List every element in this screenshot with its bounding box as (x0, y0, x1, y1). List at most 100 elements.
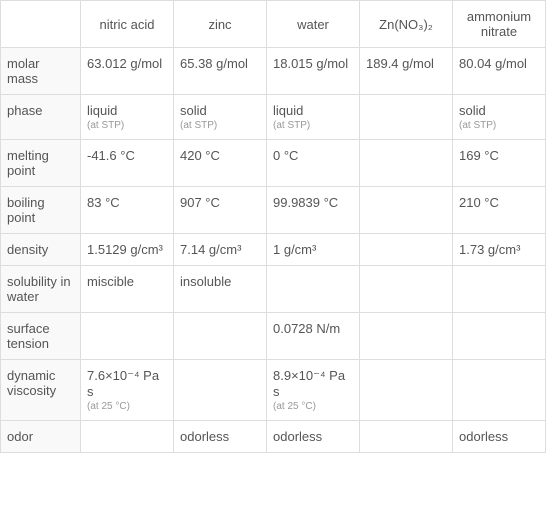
row-label: odor (1, 421, 81, 453)
cell-value: 0.0728 N/m (273, 321, 340, 336)
properties-table: nitric acid zinc water Zn(NO₃)₂ ammonium… (0, 0, 546, 453)
table-cell: 210 °C (453, 187, 546, 234)
header-zn-no3-2: Zn(NO₃)₂ (360, 1, 453, 48)
table-cell: 0 °C (267, 140, 360, 187)
cell-value: 7.14 g/cm³ (180, 242, 241, 257)
table-cell: 8.9×10⁻⁴ Pa s (at 25 °C) (267, 360, 360, 421)
cell-value: miscible (87, 274, 134, 289)
table-cell: 18.015 g/mol (267, 48, 360, 95)
cell-note: (at STP) (180, 120, 260, 131)
row-label: solubility in water (1, 266, 81, 313)
table-cell (174, 360, 267, 421)
table-cell: 169 °C (453, 140, 546, 187)
row-label: melting point (1, 140, 81, 187)
cell-value: liquid (87, 103, 117, 118)
table-row: odor odorless odorless odorless (1, 421, 546, 453)
table-row: dynamic viscosity7.6×10⁻⁴ Pa s (at 25 °C)… (1, 360, 546, 421)
table-cell: solid (at STP) (174, 95, 267, 140)
cell-value: insoluble (180, 274, 231, 289)
cell-value: 8.9×10⁻⁴ Pa s (273, 368, 345, 399)
cell-note: (at 25 °C) (87, 401, 167, 412)
table-cell (174, 313, 267, 360)
cell-value: -41.6 °C (87, 148, 135, 163)
table-cell: 1.5129 g/cm³ (81, 234, 174, 266)
cell-value: odorless (180, 429, 229, 444)
cell-value: 65.38 g/mol (180, 56, 248, 71)
table-cell: solid (at STP) (453, 95, 546, 140)
header-ammonium-nitrate: ammonium nitrate (453, 1, 546, 48)
table-cell (360, 266, 453, 313)
header-empty (1, 1, 81, 48)
table-cell (360, 360, 453, 421)
table-cell: odorless (267, 421, 360, 453)
table-cell: 83 °C (81, 187, 174, 234)
row-label: boiling point (1, 187, 81, 234)
row-label: dynamic viscosity (1, 360, 81, 421)
table-cell: liquid (at STP) (267, 95, 360, 140)
row-label: density (1, 234, 81, 266)
table-row: solubility in water miscible insoluble (1, 266, 546, 313)
table-cell (453, 360, 546, 421)
cell-value: 169 °C (459, 148, 499, 163)
table-cell: 80.04 g/mol (453, 48, 546, 95)
table-cell: odorless (453, 421, 546, 453)
table-cell: odorless (174, 421, 267, 453)
cell-value: odorless (273, 429, 322, 444)
table-cell (81, 313, 174, 360)
header-zinc: zinc (174, 1, 267, 48)
cell-note: (at STP) (273, 120, 353, 131)
cell-note: (at STP) (87, 120, 167, 131)
cell-value: 907 °C (180, 195, 220, 210)
cell-value: 63.012 g/mol (87, 56, 162, 71)
table-cell: 0.0728 N/m (267, 313, 360, 360)
table-cell: 189.4 g/mol (360, 48, 453, 95)
cell-value: 189.4 g/mol (366, 56, 434, 71)
table-row: phase liquid (at STP) solid (at STP) liquid (a… (1, 95, 546, 140)
cell-note: (at STP) (459, 120, 539, 131)
cell-value: 80.04 g/mol (459, 56, 527, 71)
cell-value: solid (459, 103, 486, 118)
table-row: melting point -41.6 °C 420 °C 0 °C 169 °C (1, 140, 546, 187)
header-water: water (267, 1, 360, 48)
header-nitric-acid: nitric acid (81, 1, 174, 48)
table-cell: miscible (81, 266, 174, 313)
table-row: density 1.5129 g/cm³ 7.14 g/cm³ 1 g/cm³ 1.73… (1, 234, 546, 266)
table-cell: liquid (at STP) (81, 95, 174, 140)
table-body: molar mass63.012 g/mol65.38 g/mol18.015 … (1, 48, 546, 453)
cell-value: liquid (273, 103, 303, 118)
cell-value: 99.9839 °C (273, 195, 338, 210)
cell-value: 1.5129 g/cm³ (87, 242, 163, 257)
cell-value: 7.6×10⁻⁴ Pa s (87, 368, 159, 399)
table-cell (360, 234, 453, 266)
table-cell (81, 421, 174, 453)
table-cell: 7.14 g/cm³ (174, 234, 267, 266)
table-row: surface tension 0.0728 N/m (1, 313, 546, 360)
cell-value: solid (180, 103, 207, 118)
cell-value: 420 °C (180, 148, 220, 163)
table-row: boiling point83 °C 907 °C 99.9839 °C 210 °C (1, 187, 546, 234)
cell-value: 210 °C (459, 195, 499, 210)
table-cell (360, 187, 453, 234)
table-cell: 1 g/cm³ (267, 234, 360, 266)
cell-value: odorless (459, 429, 508, 444)
cell-value: 1.73 g/cm³ (459, 242, 520, 257)
table-row: molar mass63.012 g/mol65.38 g/mol18.015 … (1, 48, 546, 95)
table-cell: -41.6 °C (81, 140, 174, 187)
row-label: phase (1, 95, 81, 140)
table-cell: 420 °C (174, 140, 267, 187)
table-cell (360, 140, 453, 187)
table-cell: insoluble (174, 266, 267, 313)
table-cell: 907 °C (174, 187, 267, 234)
cell-value: 18.015 g/mol (273, 56, 348, 71)
row-label: surface tension (1, 313, 81, 360)
table-cell (453, 266, 546, 313)
table-cell (360, 313, 453, 360)
cell-note: (at 25 °C) (273, 401, 353, 412)
table-cell (360, 421, 453, 453)
table-cell: 7.6×10⁻⁴ Pa s (at 25 °C) (81, 360, 174, 421)
table-cell: 63.012 g/mol (81, 48, 174, 95)
table-cell: 1.73 g/cm³ (453, 234, 546, 266)
table-cell: 65.38 g/mol (174, 48, 267, 95)
table-cell: 99.9839 °C (267, 187, 360, 234)
table-cell (453, 313, 546, 360)
